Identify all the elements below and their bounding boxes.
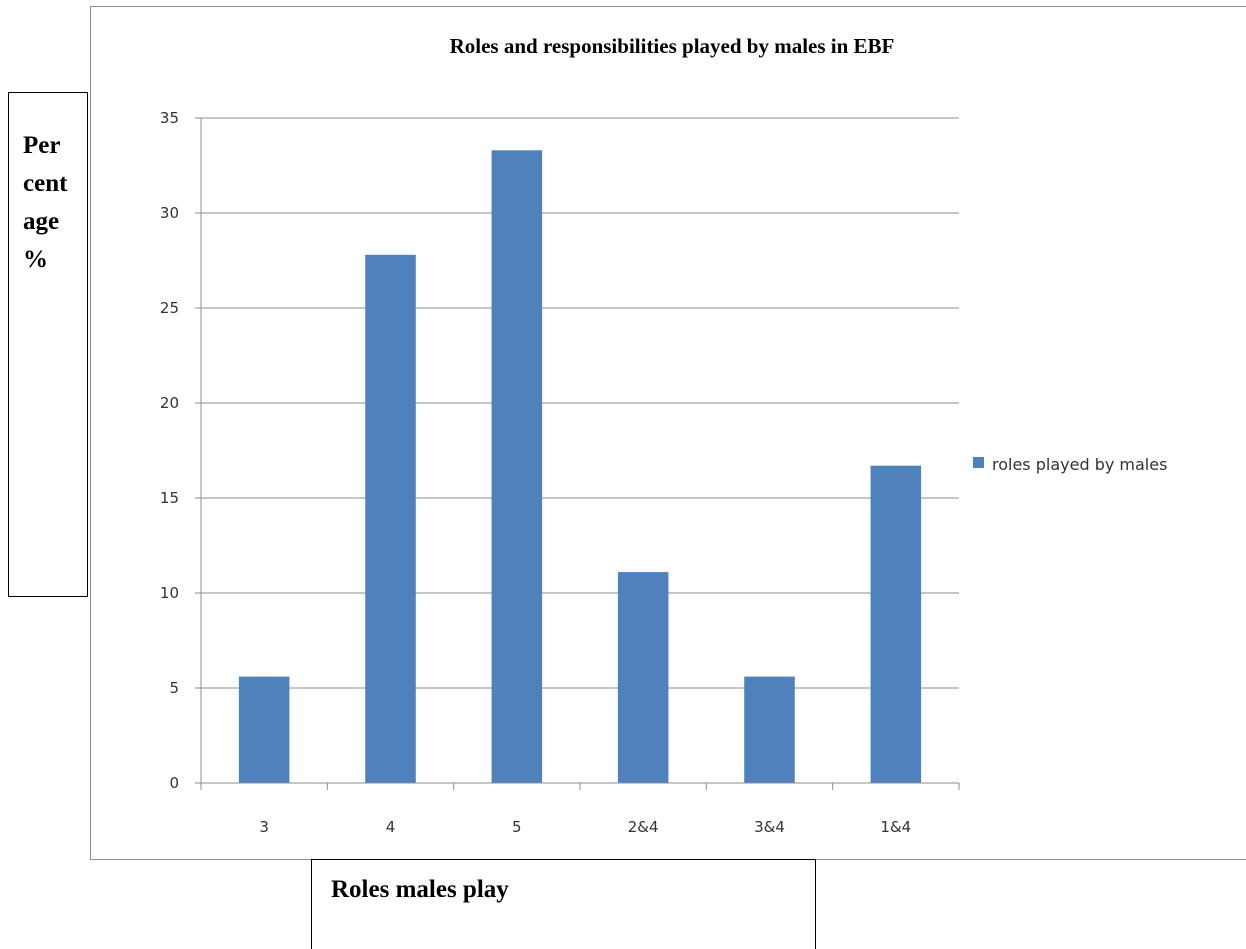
bar-3&4 bbox=[744, 676, 795, 783]
x-tick-label: 3&4 bbox=[754, 818, 785, 836]
y-tick-label: 25 bbox=[160, 299, 179, 317]
bars bbox=[238, 150, 922, 784]
y-tick-label: 5 bbox=[169, 679, 179, 697]
y-axis-label-box: Per cent age % bbox=[8, 92, 88, 597]
y-tick-label: 10 bbox=[160, 584, 179, 602]
x-tick-label: 3 bbox=[259, 818, 269, 836]
bar-1&4 bbox=[870, 465, 922, 783]
y-tick-label: 35 bbox=[160, 109, 179, 127]
bar-2&4 bbox=[617, 572, 669, 783]
bar-3 bbox=[238, 676, 290, 783]
x-tick-label: 4 bbox=[386, 818, 396, 836]
axes: 0 5 10 15 20 25 30 35 3 4 5 2&4 3&4 1&4 bbox=[160, 109, 960, 836]
y-tick-label: 0 bbox=[169, 774, 179, 792]
legend-label: roles played by males bbox=[992, 455, 1167, 474]
x-axis-label-box: Roles males play bbox=[311, 859, 816, 949]
y-tick-label: 15 bbox=[160, 489, 179, 507]
chart-title: Roles and responsibilities played by mal… bbox=[450, 34, 895, 58]
x-tick-label: 5 bbox=[512, 818, 522, 836]
x-axis-label: Roles males play bbox=[331, 876, 509, 903]
bar-4 bbox=[365, 254, 416, 784]
bar-5 bbox=[491, 150, 543, 784]
y-axis-label: Per cent age % bbox=[23, 132, 68, 273]
gridlines bbox=[201, 117, 959, 689]
x-tick-label: 2&4 bbox=[628, 818, 659, 836]
legend: roles played by males bbox=[973, 455, 1167, 474]
x-tick-label: 1&4 bbox=[880, 818, 911, 836]
legend-swatch bbox=[973, 457, 984, 468]
y-tick-label: 20 bbox=[160, 394, 179, 412]
y-tick-label: 30 bbox=[160, 204, 179, 222]
